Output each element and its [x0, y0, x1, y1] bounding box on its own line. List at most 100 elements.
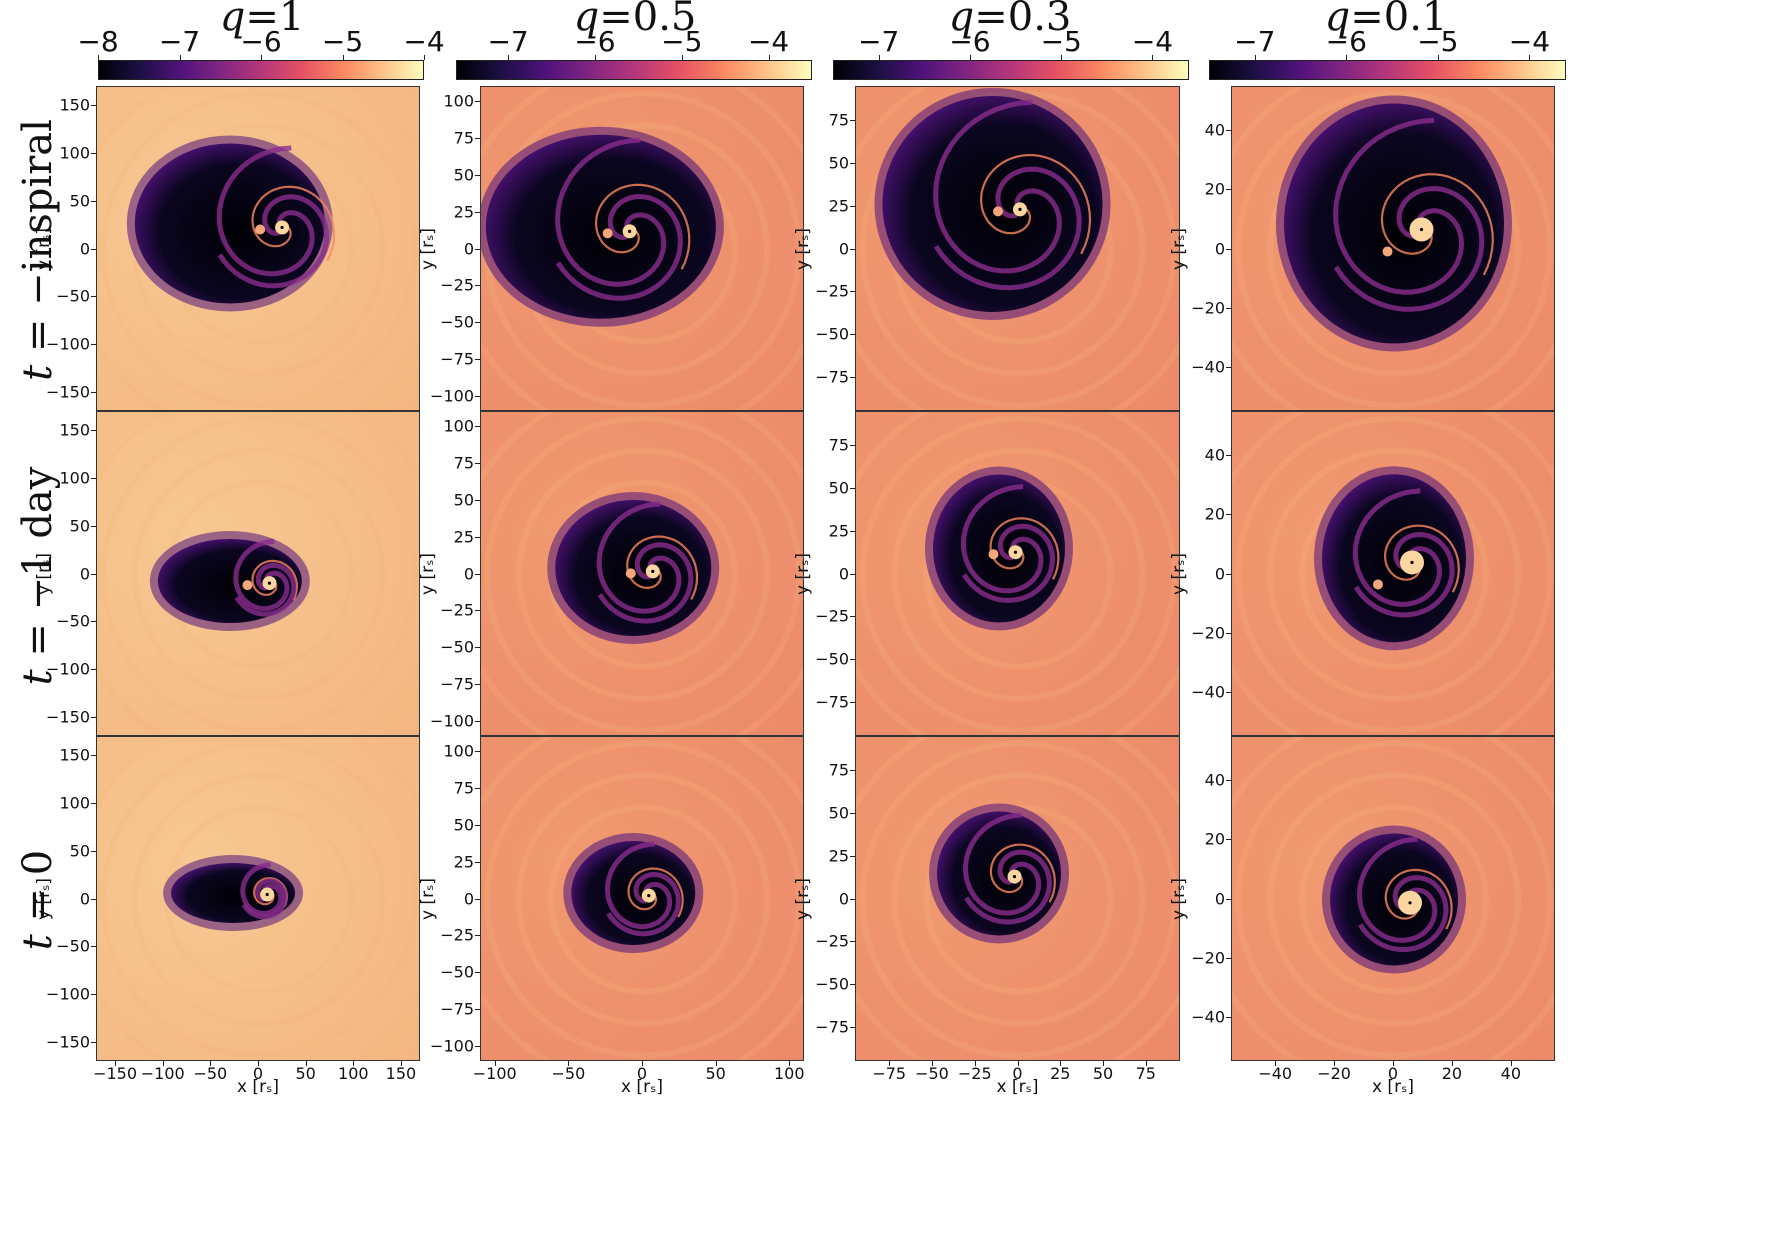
- y-tickmark: [475, 425, 480, 427]
- y-tickmark: [91, 802, 96, 804]
- y-tickmark: [1226, 514, 1231, 516]
- x-tick-label: 25: [1050, 1064, 1071, 1083]
- x-tick-label: −50: [915, 1064, 949, 1083]
- density-panel-r1-c3: [1231, 411, 1555, 736]
- y-tick-label: 50: [69, 841, 90, 861]
- y-axis-label: y [rₛ]: [793, 552, 813, 595]
- y-tick-label: 25: [828, 846, 849, 866]
- density-map: [1232, 412, 1554, 735]
- density-map: [481, 87, 803, 410]
- y-tickmark: [1226, 898, 1231, 900]
- x-tick-label: −100: [472, 1064, 517, 1083]
- y-tick-label: −40: [1191, 682, 1225, 702]
- density-panel-r0-c0: [96, 86, 420, 411]
- y-tick-label: 50: [453, 490, 474, 510]
- y-tick-label: 150: [59, 745, 90, 765]
- density-panel-r2-c1: [480, 736, 804, 1061]
- colorbar-tickmark: [1254, 55, 1256, 60]
- y-tickmark: [475, 322, 480, 324]
- y-tickmark: [475, 610, 480, 612]
- y-tick-label: 25: [453, 527, 474, 547]
- y-tick-label: −100: [430, 711, 474, 731]
- y-tick-label: 40: [1204, 120, 1225, 140]
- density-map: [481, 412, 803, 735]
- x-tickmark: [494, 1061, 496, 1066]
- y-tick-label: 0: [1214, 564, 1225, 583]
- y-tick-label: 50: [69, 516, 90, 536]
- y-tick-label: −50: [440, 637, 474, 657]
- y-tickmark: [850, 941, 855, 943]
- density-map: [1232, 737, 1554, 1060]
- x-tick-label: −50: [551, 1064, 586, 1083]
- x-tick-label: 100: [773, 1064, 805, 1083]
- x-tickmark: [400, 1061, 402, 1066]
- x-axis-label: x [rₛ]: [996, 1077, 1039, 1097]
- x-tick-label: −40: [1258, 1064, 1293, 1083]
- y-tickmark: [1226, 632, 1231, 634]
- y-tickmark: [475, 898, 480, 900]
- y-tickmark: [1226, 248, 1231, 250]
- y-tickmark: [850, 291, 855, 293]
- density-panel-r2-c0: [96, 736, 420, 1061]
- x-tickmark: [1393, 1061, 1394, 1066]
- colorbar-tickmark: [342, 55, 344, 60]
- y-tickmark: [850, 770, 855, 772]
- colorbar-tick-label: −5: [1040, 25, 1082, 58]
- colorbar-tick-label: −4: [403, 25, 445, 58]
- y-tick-label: 150: [59, 420, 90, 440]
- y-tick-label: 0: [79, 564, 90, 583]
- y-tickmark: [850, 812, 855, 814]
- y-tickmark: [475, 248, 480, 250]
- y-tickmark: [475, 721, 480, 723]
- y-axis-label: y [rₛ]: [1169, 877, 1189, 920]
- y-tickmark: [475, 750, 480, 752]
- y-tickmark: [475, 100, 480, 102]
- y-tick-label: −100: [46, 334, 90, 354]
- density-panel-r2-c2: [855, 736, 1180, 1061]
- colorbar-tick-label: −5: [321, 25, 364, 58]
- x-tickmark: [1451, 1061, 1453, 1066]
- y-tickmark: [91, 716, 96, 718]
- y-tick-label: −50: [56, 286, 90, 306]
- x-tick-label: −75: [872, 1064, 907, 1083]
- density-panel-r0-c2: [855, 86, 1180, 411]
- x-tickmark: [1275, 1061, 1277, 1066]
- y-tick-label: −25: [440, 925, 474, 945]
- y-tickmark: [91, 430, 96, 432]
- y-tickmark: [91, 994, 96, 996]
- x-tickmark: [162, 1061, 164, 1066]
- x-tickmark: [1103, 1061, 1105, 1066]
- y-tickmark: [91, 1041, 96, 1043]
- y-axis-label: y [rₛ]: [418, 877, 438, 920]
- y-tick-label: 20: [1204, 179, 1225, 199]
- density-map: [481, 737, 803, 1060]
- x-tickmark: [889, 1061, 891, 1066]
- x-tickmark: [115, 1061, 117, 1066]
- colorbar-tick-label: −6: [1325, 25, 1367, 58]
- y-tickmark: [475, 1046, 480, 1048]
- y-tick-label: 75: [828, 435, 849, 455]
- x-tick-label: −100: [140, 1064, 185, 1083]
- y-tickmark: [1226, 366, 1231, 368]
- y-tickmark: [1226, 839, 1231, 841]
- x-tickmark: [1145, 1061, 1147, 1066]
- y-tick-label: −150: [46, 382, 90, 402]
- y-tickmark: [475, 573, 480, 575]
- y-tickmark: [475, 359, 480, 361]
- y-tick-label: −100: [430, 1036, 474, 1056]
- y-tickmark: [1226, 780, 1231, 782]
- density-map: [856, 737, 1179, 1060]
- y-tick-label: −100: [46, 984, 90, 1004]
- y-tick-label: −150: [46, 1032, 90, 1052]
- x-tickmark: [305, 1061, 307, 1066]
- y-tick-label: 50: [453, 165, 474, 185]
- y-tickmark: [91, 573, 96, 575]
- x-tickmark: [1017, 1061, 1019, 1066]
- x-tick-label: −25: [957, 1064, 992, 1083]
- y-tick-label: 25: [453, 202, 474, 222]
- y-tickmark: [91, 755, 96, 757]
- colorbar-tickmark: [1061, 55, 1063, 60]
- colorbar-tick-label: −5: [1417, 25, 1459, 58]
- x-tick-label: 150: [385, 1064, 417, 1083]
- x-tickmark: [1510, 1061, 1512, 1066]
